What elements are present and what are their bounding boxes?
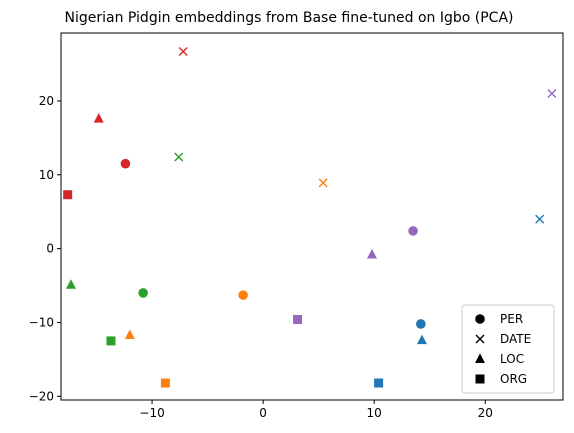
legend-marker-triangle	[475, 353, 485, 363]
y-tick-label: 20	[39, 94, 54, 108]
data-point-triangle-red	[93, 113, 104, 123]
data-point-x-green	[174, 152, 184, 162]
legend-label: LOC	[500, 352, 524, 366]
x-tick-label: 0	[259, 406, 267, 420]
data-point-square-red	[63, 190, 73, 200]
data-point-circle-red	[120, 158, 131, 169]
chart-title: Nigerian Pidgin embeddings from Base fin…	[65, 10, 514, 26]
legend-marker-x	[475, 334, 485, 344]
legend-box	[461, 304, 555, 394]
x-tick-label: −10	[139, 406, 164, 420]
data-points	[63, 46, 557, 388]
data-point-triangle-blue	[416, 334, 427, 345]
data-point-square-green	[106, 336, 116, 346]
y-tick-label: 10	[39, 168, 54, 182]
legend-marker-square	[475, 374, 485, 384]
y-tick-label: 0	[46, 242, 54, 256]
data-point-triangle-purple	[366, 248, 377, 259]
data-point-x-orange	[318, 178, 328, 188]
plot-frame	[60, 32, 564, 401]
data-point-circle-orange	[238, 290, 248, 300]
y-tick-label: −20	[29, 389, 54, 403]
legend-label: ORG	[500, 372, 527, 386]
data-point-square-orange	[160, 378, 170, 388]
x-tick-label: 10	[367, 406, 382, 420]
legend-marker-circle	[475, 314, 485, 324]
legend-label: DATE	[500, 332, 531, 346]
data-point-circle-blue	[416, 319, 426, 329]
data-point-square-purple	[293, 315, 303, 325]
data-point-x-red	[178, 46, 188, 56]
data-point-circle-green	[138, 288, 148, 298]
legend-label: PER	[500, 312, 523, 326]
x-tick-label: 20	[478, 406, 493, 420]
data-point-triangle-orange	[124, 329, 135, 340]
data-point-x-blue	[535, 214, 545, 224]
y-tick-label: −10	[29, 315, 54, 329]
data-point-square-blue	[374, 378, 384, 388]
legend: PER DATE LOC ORG	[461, 304, 555, 394]
axis-ticks: −10 0 10 20 −20 −10 0 10 20	[29, 94, 493, 420]
data-point-triangle-green	[65, 279, 76, 289]
data-point-circle-purple	[408, 226, 418, 236]
data-point-x-purple	[547, 89, 557, 99]
